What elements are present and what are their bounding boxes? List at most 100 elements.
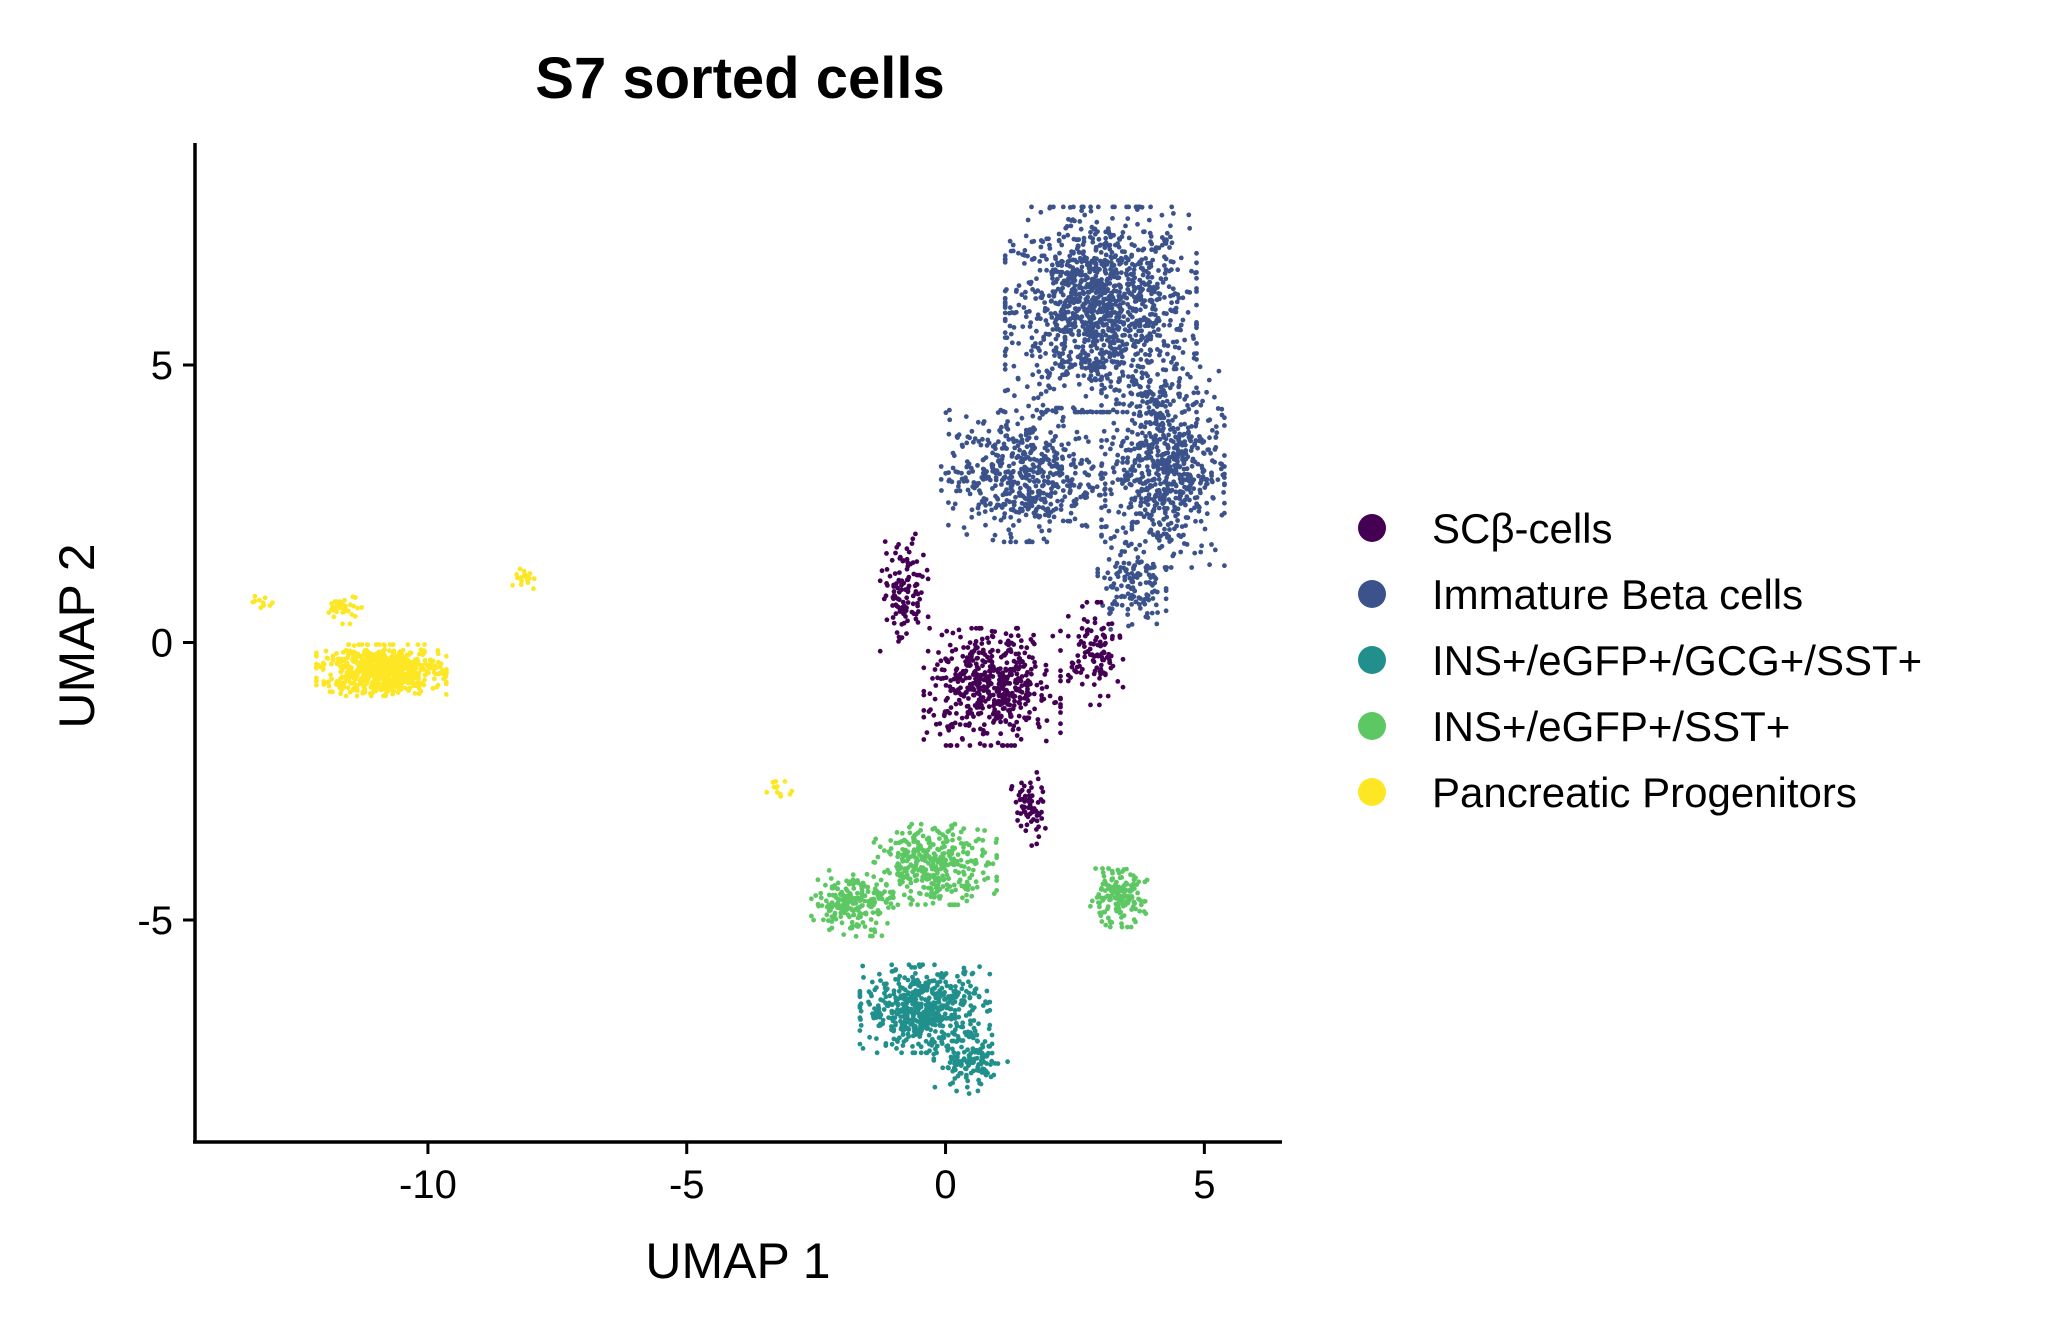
data-point (1039, 816, 1045, 821)
data-point (1147, 352, 1152, 358)
data-point (1137, 542, 1143, 548)
data-point (1036, 824, 1041, 830)
data-point (1155, 281, 1160, 287)
data-point (1141, 317, 1147, 322)
data-point (959, 1044, 964, 1050)
data-point (1146, 492, 1152, 497)
data-point (1034, 682, 1040, 688)
data-point (1074, 497, 1079, 502)
data-point (931, 881, 936, 887)
data-point (1013, 494, 1018, 500)
data-point (1155, 448, 1161, 454)
data-point (1135, 477, 1141, 483)
data-point (1191, 336, 1196, 341)
data-point (1157, 349, 1163, 354)
data-point (1167, 422, 1172, 427)
data-point (1151, 521, 1157, 527)
data-point (1083, 434, 1089, 440)
data-point (1047, 693, 1053, 699)
data-point (883, 1043, 889, 1048)
data-point (1014, 455, 1020, 461)
data-point (1165, 522, 1171, 528)
data-point (867, 903, 872, 909)
data-point (1033, 808, 1039, 814)
data-point (981, 677, 987, 683)
data-point (1197, 434, 1202, 439)
data-point (1037, 267, 1043, 273)
data-point (1023, 701, 1028, 707)
data-point (977, 625, 983, 631)
data-point (1107, 371, 1113, 377)
data-point (893, 550, 898, 556)
data-point (1000, 408, 1006, 414)
data-point (1038, 340, 1043, 346)
data-point (986, 440, 992, 446)
data-point (981, 722, 987, 728)
data-point (1028, 780, 1033, 786)
data-point (1121, 511, 1127, 517)
data-point (1156, 461, 1162, 466)
data-point (1034, 770, 1040, 775)
data-point (926, 876, 932, 881)
data-point (1030, 429, 1035, 435)
data-point (1050, 633, 1056, 639)
data-point (1081, 617, 1087, 622)
data-point (1199, 543, 1204, 549)
data-point (949, 656, 955, 661)
data-point (1043, 825, 1048, 831)
data-point (854, 923, 860, 929)
data-point (960, 981, 966, 987)
data-point (1002, 256, 1008, 262)
data-point (1013, 539, 1019, 545)
data-point (1122, 549, 1128, 554)
data-point (1065, 518, 1071, 524)
data-point (1131, 376, 1136, 382)
data-point (1049, 366, 1055, 372)
data-point (954, 689, 959, 695)
data-point (1165, 443, 1170, 448)
data-point (1100, 632, 1106, 638)
data-point (1139, 393, 1145, 399)
data-point (1146, 597, 1152, 603)
data-point (901, 620, 907, 626)
data-point (1001, 539, 1007, 545)
data-point (1048, 430, 1053, 435)
data-point (1201, 450, 1206, 456)
data-point (1052, 353, 1057, 358)
data-point (1172, 504, 1177, 510)
data-point (1150, 408, 1156, 414)
data-point (960, 1020, 966, 1026)
data-point (1089, 277, 1095, 283)
data-point (904, 595, 910, 601)
data-point (951, 1050, 957, 1055)
data-point (1103, 252, 1109, 258)
data-point (1101, 428, 1107, 434)
data-point (971, 480, 977, 485)
data-point (1102, 498, 1108, 503)
data-point (1142, 424, 1148, 430)
data-point (1013, 509, 1019, 515)
data-point (1098, 492, 1103, 498)
data-point (1179, 489, 1185, 495)
data-point (967, 1011, 973, 1017)
data-point (1106, 866, 1111, 871)
data-point (1131, 267, 1137, 273)
data-point (930, 676, 935, 681)
data-point (987, 680, 993, 686)
data-point (1127, 481, 1133, 487)
data-point (877, 578, 883, 584)
data-point (904, 884, 910, 889)
data-point (1048, 311, 1054, 316)
data-point (1107, 334, 1112, 340)
data-point (1010, 436, 1016, 442)
data-point (1102, 267, 1108, 273)
data-point (1032, 659, 1037, 665)
data-point (924, 892, 930, 897)
data-point (1044, 256, 1049, 262)
data-point (1158, 533, 1163, 539)
data-point (968, 983, 973, 989)
data-point (1056, 237, 1062, 243)
data-point (954, 1088, 959, 1094)
data-point (1126, 328, 1131, 334)
